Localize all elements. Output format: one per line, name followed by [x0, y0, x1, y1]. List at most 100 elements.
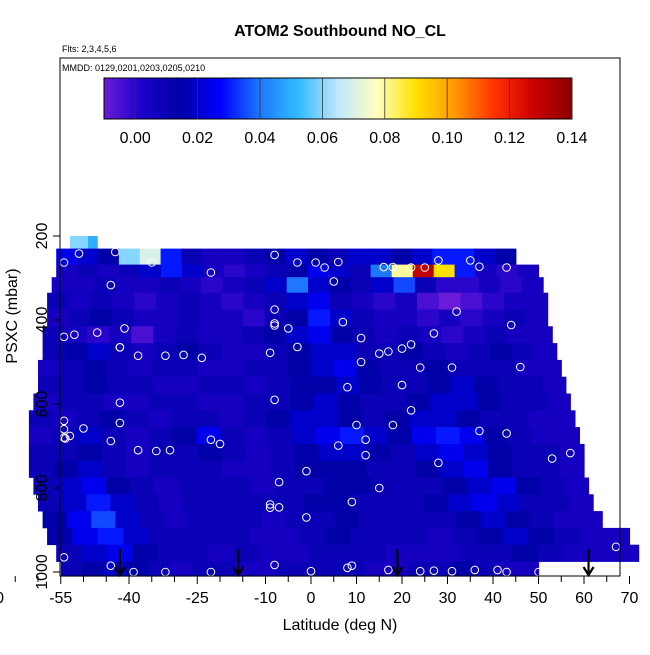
heatmap-cell [336, 376, 360, 394]
colorbar-segment [154, 78, 157, 119]
colorbar-segment [252, 78, 255, 119]
colorbar-segment [530, 78, 533, 119]
colorbar-segment [110, 78, 113, 119]
heatmap-cell [233, 544, 260, 562]
heatmap-cell [511, 443, 537, 462]
heatmap-cell [480, 511, 506, 529]
heatmap-cell [342, 460, 368, 478]
colorbar-segment [148, 78, 151, 119]
colorbar-segment [226, 78, 229, 119]
colorbar-segment [140, 78, 143, 119]
colorbar-segment [336, 78, 339, 119]
heatmap-cell [482, 292, 505, 310]
heatmap-cell [451, 376, 475, 394]
colorbar-segment [524, 78, 527, 119]
heatmap-cell [97, 527, 124, 546]
observation-point [566, 448, 575, 458]
colorbar-segment [214, 78, 217, 119]
colorbar-segment [456, 78, 459, 119]
heatmap-cell [201, 277, 224, 294]
heatmap-cell [208, 544, 234, 562]
heatmap-cell [98, 248, 120, 265]
heatmap-cell [613, 544, 640, 562]
colorbar-segment [218, 78, 221, 119]
colorbar-segment [502, 78, 505, 119]
colorbar-segment [282, 78, 285, 119]
colorbar-segment [490, 78, 493, 119]
heatmap-cell [140, 264, 162, 278]
heatmap-cell [90, 309, 113, 327]
colorbar-segment [494, 78, 497, 119]
heatmap-cell [161, 264, 183, 278]
observation-point [206, 268, 216, 277]
x-tick-label: 70 [621, 590, 639, 607]
heatmap-cell [86, 494, 111, 512]
heatmap-cell [511, 460, 537, 478]
heatmap-cell [28, 427, 54, 445]
observation-point [270, 305, 279, 314]
heatmap-cell [408, 561, 431, 577]
heatmap-cell [195, 410, 220, 428]
heatmap-cell [139, 511, 165, 529]
heatmap-cell [406, 393, 431, 411]
y-tick-label: 1000 [34, 554, 51, 590]
colorbar-segment [188, 78, 191, 119]
colorbar-segment [114, 78, 117, 119]
heatmap-cell [540, 477, 565, 495]
heatmap-cell [424, 359, 449, 378]
heatmap-cell [153, 326, 177, 344]
heatmap-cell [212, 511, 238, 529]
heatmap-cell [383, 511, 409, 529]
heatmap-cell [266, 393, 291, 411]
heatmap-cell [264, 309, 288, 327]
heatmap-cell [351, 494, 377, 512]
colorbar-segment [426, 78, 429, 119]
heatmap-cell [64, 343, 88, 361]
observation-point [343, 563, 352, 573]
heatmap-cell [515, 359, 540, 378]
colorbar-tick-label: 0.14 [556, 130, 587, 147]
colorbar-segment [276, 78, 279, 119]
colorbar-segment [284, 78, 287, 119]
heatmap-cell [439, 443, 464, 462]
observation-point [293, 258, 302, 267]
observation-point [434, 256, 443, 265]
observation-point [397, 380, 407, 390]
heatmap-cell [53, 443, 78, 462]
chart-title: ATOM2 Southbound NO_CL [234, 23, 446, 40]
heatmap-cell [486, 544, 513, 562]
colorbar-segment [448, 78, 451, 119]
colorbar-segment [344, 78, 347, 119]
heatmap-cell [408, 410, 433, 428]
colorbar-segment [362, 78, 365, 119]
observation-point [384, 565, 393, 575]
heatmap-cell [177, 292, 201, 310]
x-tick-label: 0 [307, 590, 316, 607]
heatmap-cell [76, 427, 102, 445]
heatmap-cell [527, 410, 552, 428]
colorbar-segment [556, 78, 559, 119]
x-tick-label: -10 [254, 590, 277, 607]
heatmap-cell [369, 248, 391, 265]
observation-point [92, 328, 102, 337]
colorbar-segment [194, 78, 197, 119]
heatmap-cell [395, 309, 418, 327]
heatmap-cell [47, 309, 70, 327]
heatmap-cell [286, 326, 310, 344]
observation-point [547, 262, 557, 272]
heatmap-cell [131, 326, 154, 344]
heatmap-cell [401, 527, 428, 546]
colorbar-segment [308, 78, 311, 119]
observation-point [352, 420, 361, 430]
observation-point [429, 329, 439, 338]
colorbar-segment [170, 78, 173, 119]
colorbar-segment [338, 78, 341, 119]
colorbar-segment [166, 78, 169, 119]
colorbar-segment [240, 78, 243, 119]
heatmap-cell [90, 292, 113, 310]
heatmap-cell [242, 309, 266, 327]
colorbar-segment [534, 78, 537, 119]
heatmap-cell [243, 393, 268, 411]
heatmap-cell [588, 544, 614, 562]
heatmap-cell [347, 477, 372, 495]
